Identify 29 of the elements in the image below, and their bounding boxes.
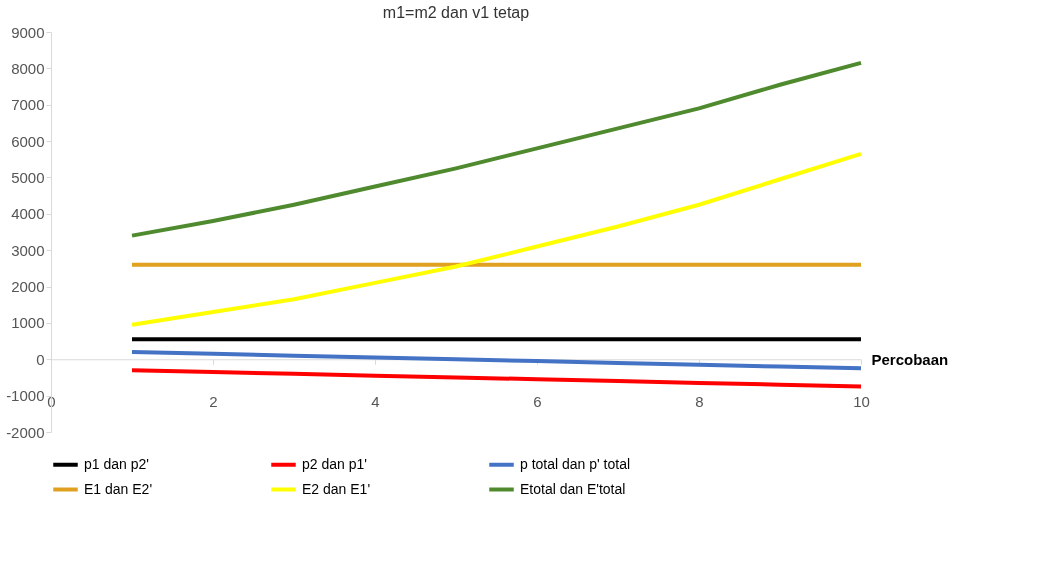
y-tick-label: 1000 — [11, 314, 45, 332]
legend-label: p2 dan p1' — [302, 455, 367, 472]
y-tick-label: 6000 — [11, 132, 45, 150]
x-tick-label: 2 — [209, 392, 218, 410]
y-tick-label: 9000 — [11, 23, 45, 41]
legend-label: E1 dan E2' — [84, 480, 153, 497]
x-tick-label: 8 — [695, 392, 704, 410]
line-series — [130, 368, 863, 389]
x-tick-label: 4 — [371, 392, 380, 410]
y-tick-label: 2000 — [11, 278, 45, 296]
y-tick-label: 7000 — [11, 96, 45, 114]
y-tick-label: 8000 — [11, 59, 45, 77]
legend-label: p total dan p' total — [520, 455, 631, 472]
line-series — [130, 151, 863, 327]
line-series — [130, 60, 863, 238]
y-tick-label: 0 — [36, 350, 45, 368]
y-tick-label: 5000 — [11, 168, 45, 186]
y-tick-label: 4000 — [11, 205, 45, 223]
y-tick-label: 3000 — [11, 241, 45, 259]
legend-label: p1 dan p2' — [84, 455, 149, 472]
line-series — [130, 350, 863, 371]
chart-title: m1=m2 dan v1 tetap — [382, 4, 530, 21]
y-tick-label: -2000 — [6, 423, 45, 441]
x-axis-title: Percobaan — [871, 350, 949, 368]
legend-label: Etotal dan E'total — [520, 480, 626, 497]
y-tick-label: -1000 — [6, 387, 45, 405]
legend-label: E2 dan E1' — [302, 480, 371, 497]
x-tick-label: 6 — [533, 392, 542, 410]
x-tick-label: 10 — [853, 392, 870, 410]
